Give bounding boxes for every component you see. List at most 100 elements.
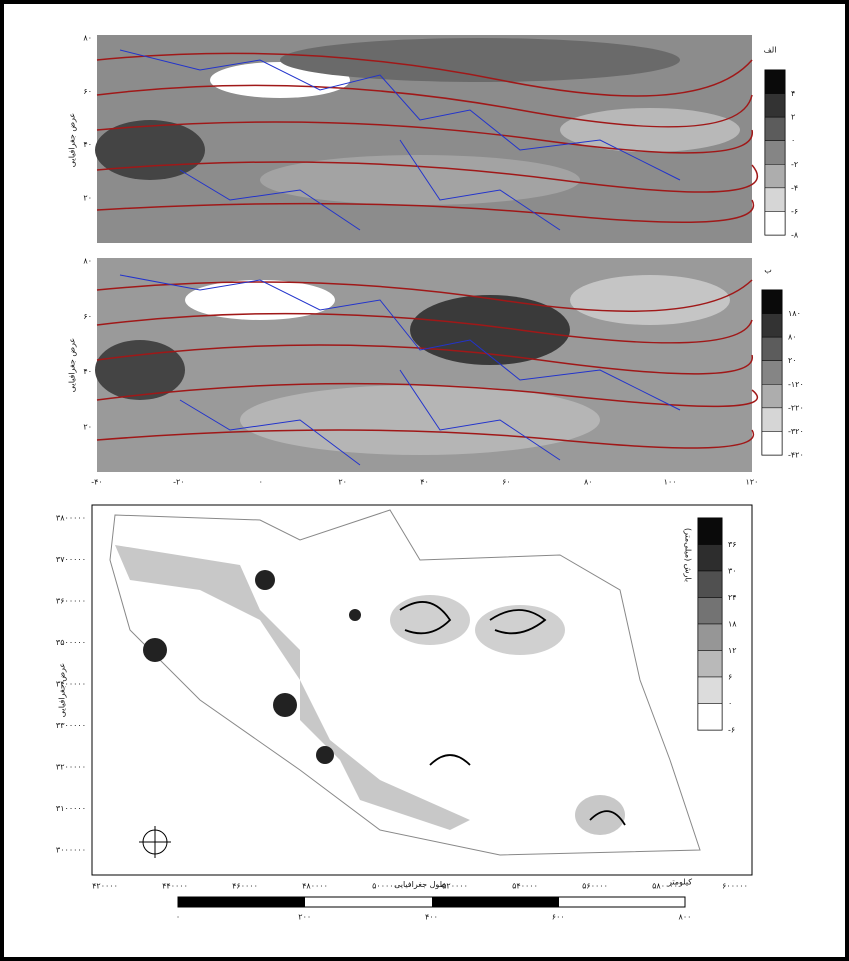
legend-title: بارش (میلی‌متر) [684,528,693,582]
legend-label: ۱۸۰ [788,309,801,318]
x-tick-label: ۵۴۰۰۰۰ [512,882,538,891]
legend-swatch [697,650,723,678]
y-tick-label: ۴۰ [83,367,92,376]
x-tick-label: ۱۲۰ [746,478,759,487]
scale-tick-label: ۰ [176,913,180,922]
y-tick-label: ۳۷۰۰۰۰۰ [56,555,86,564]
legend-label: ۰ [791,136,795,145]
x-tick-label: -۲۰ [173,478,184,487]
y-tick-label: ۶۰ [83,312,92,321]
x-tick-label: ۴۰ [420,478,429,487]
y-axis-title: عرض جغرافیایی [68,338,77,392]
x-tick-label: ۵۰۰۰۰۰ [372,882,398,891]
legend-label: -۲ [791,160,798,169]
map-a [95,35,758,243]
y-tick-label: ۳۱۰۰۰۰۰ [56,804,86,813]
scale-tick-label: ۲۰۰ [298,913,311,922]
x-tick-label: -۴۰ [91,478,102,487]
panel-label: ب [764,266,772,275]
legend-swatch [764,93,786,118]
legend-label: ۲۰ [788,356,797,365]
legend-label: ۰ [728,699,732,708]
y-tick-label: ۳۳۰۰۰۰۰ [56,721,86,730]
legend-label: ۱۲ [728,646,737,655]
x-tick-label: ۴۸۰۰۰۰ [302,882,328,891]
legend-label: ۳۰ [728,567,737,576]
y-tick-label: ۳۵۰۰۰۰۰ [56,638,86,647]
x-tick-label: ۵۲۰۰۰۰ [442,882,468,891]
legend-swatch [764,116,786,141]
y-tick-label: ۳۲۰۰۰۰۰ [56,763,86,772]
y-tick-label: ۳۸۰۰۰۰۰ [56,514,86,523]
x-tick-label: ۶۰ [502,478,511,487]
legend-swatch [764,164,786,189]
legend-label: ۴ [791,89,795,98]
legend-swatch [764,187,786,212]
legend-swatch [761,407,783,432]
legend-swatch [764,140,786,165]
x-tick-label: ۵۶۰۰۰۰ [582,882,608,891]
legend-swatch [697,703,723,731]
x-tick-label: ۰ [259,478,263,487]
map-c-frame [91,504,753,876]
scale-tick-label: ۴۰۰ [425,913,438,922]
x-tick-label: ۵۸۰۰۰۰ [652,882,678,891]
legend-label: ۱۸ [728,620,737,629]
legend-swatch [697,517,723,545]
x-tick-label: ۲۰ [338,478,347,487]
legend-label: ۲ [791,113,795,122]
x-tick-label: ۶۰۰۰۰۰ [722,882,748,891]
legend-label: -۸ [791,231,799,240]
legend-swatch [697,676,723,704]
scale-title: کیلومتر [667,878,692,887]
legend-swatch [697,623,723,651]
x-tick-label: ۴۲۰۰۰۰ [92,882,118,891]
scale-bar-segment [432,897,559,907]
y-tick-label: ۸۰ [83,34,92,43]
legend-label: ۸۰ [788,333,797,342]
y-tick-label: ۶۰ [83,87,92,96]
legend-label: ۳۶ [728,540,737,549]
y-tick-label: ۴۰ [83,140,92,149]
legend-label: -۶ [728,726,735,735]
scale-tick-label: ۶۰۰ [552,913,565,922]
legend-swatch [697,544,723,572]
x-tick-label: ۴۶۰۰۰۰ [232,882,258,891]
map-c [109,509,701,858]
scale-bar-segment [178,897,305,907]
y-tick-label: ۸۰ [83,257,92,266]
y-tick-label: ۳۴۰۰۰۰۰ [56,680,86,689]
y-axis-title: عرض جغرافیایی [68,113,77,167]
legend-swatch [761,336,783,361]
legend-label: -۶ [791,207,798,216]
y-axis-title: عرض جغرافیایی [58,663,67,717]
legend-label: ۲۴ [728,593,737,602]
legend-swatch [764,69,786,94]
x-tick-label: ۱۰۰ [664,478,677,487]
legend-swatch [761,384,783,409]
legend-swatch [697,597,723,625]
legend-swatch [761,313,783,338]
x-axis-title: طول جغرافیایی [394,880,446,889]
map-b [95,258,759,472]
legend-label: -۴۲۰ [788,451,804,460]
y-tick-label: ۲۰ [83,423,92,432]
x-tick-label: ۸۰ [584,478,593,487]
legend-label: ۶ [728,673,732,682]
legend-label: -۴ [791,183,798,192]
legend-swatch [761,360,783,385]
legend-swatch [764,211,786,236]
legend-label: -۲۲۰ [788,403,804,412]
panel-label: الف [764,46,777,55]
legend-label: -۳۲۰ [788,427,804,436]
legend-swatch [761,289,783,314]
y-tick-label: ۳۶۰۰۰۰۰ [56,597,86,606]
y-tick-label: ۳۰۰۰۰۰۰ [56,846,86,855]
x-tick-label: ۴۴۰۰۰۰ [162,882,188,891]
scale-tick-label: ۸۰۰ [679,913,692,922]
legend-swatch [761,431,783,456]
y-tick-label: ۲۰ [83,194,92,203]
legend-label: -۱۲۰ [788,380,804,389]
legend-swatch [697,570,723,598]
